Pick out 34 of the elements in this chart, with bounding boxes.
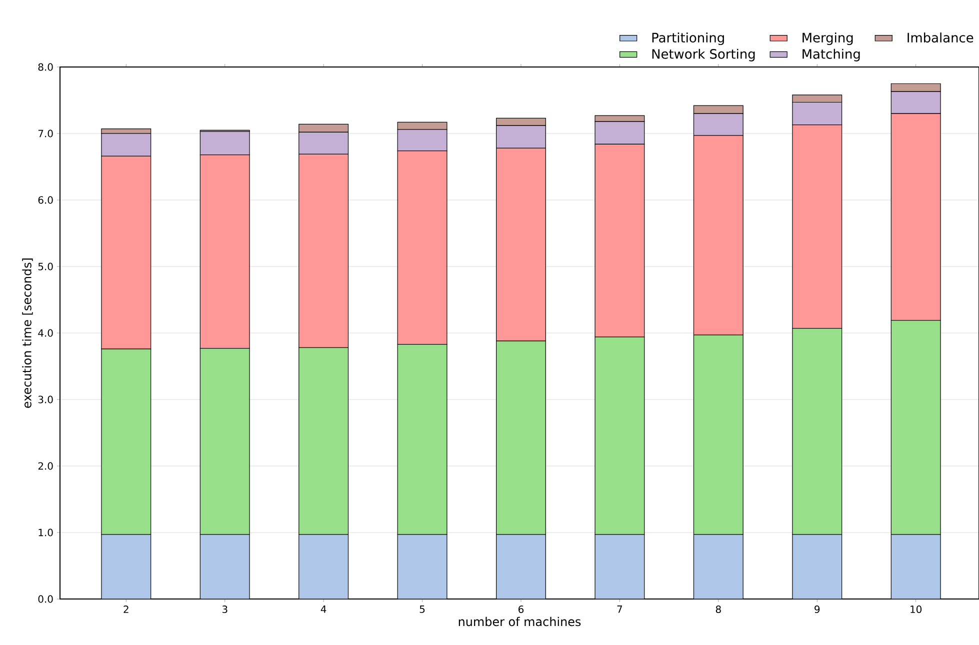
- x-tick-label: 4: [320, 606, 326, 613]
- y-tick-label: 6.0: [38, 196, 53, 204]
- bar: [693, 534, 744, 599]
- legend-label: Matching: [802, 48, 860, 62]
- x-tick-label: 6: [518, 605, 524, 614]
- legend-label: Imbalance: [908, 32, 974, 43]
- x-axis-title: number of machines: [458, 616, 581, 626]
- x-tick-label: 9: [814, 605, 820, 614]
- y-tick-label: 2.0: [38, 462, 53, 470]
- bar: [200, 534, 250, 599]
- bar: [594, 534, 645, 599]
- bar: [792, 534, 842, 599]
- bar: [890, 534, 941, 599]
- x-tick-label: 8: [716, 605, 721, 614]
- x-tick-label: 10: [910, 605, 922, 614]
- bar: [496, 534, 546, 599]
- y-tick-label: 8.0: [38, 63, 53, 71]
- y-tick-label: 1.0: [38, 528, 53, 536]
- bar: [101, 534, 152, 599]
- legend-label: Network Sorting: [652, 48, 755, 62]
- y-tick-label: 7.0: [38, 130, 53, 138]
- x-tick-label: 5: [420, 606, 425, 613]
- bar: [397, 534, 448, 599]
- y-tick-label: 3.0: [38, 396, 53, 404]
- x-tick-label: 2: [124, 605, 128, 613]
- y-tick-label: 0.0: [38, 595, 53, 603]
- x-tick-label: 3: [222, 605, 228, 614]
- y-tick-label: 4.0: [38, 329, 53, 337]
- legend-label: Merging: [802, 32, 853, 46]
- bar: [298, 534, 349, 599]
- x-tick-label: 7: [617, 606, 622, 613]
- y-axis-title: execution time [seconds]: [22, 258, 33, 408]
- y-tick-label: 5.0: [38, 262, 53, 270]
- legend-label: Partitioning: [652, 32, 724, 46]
